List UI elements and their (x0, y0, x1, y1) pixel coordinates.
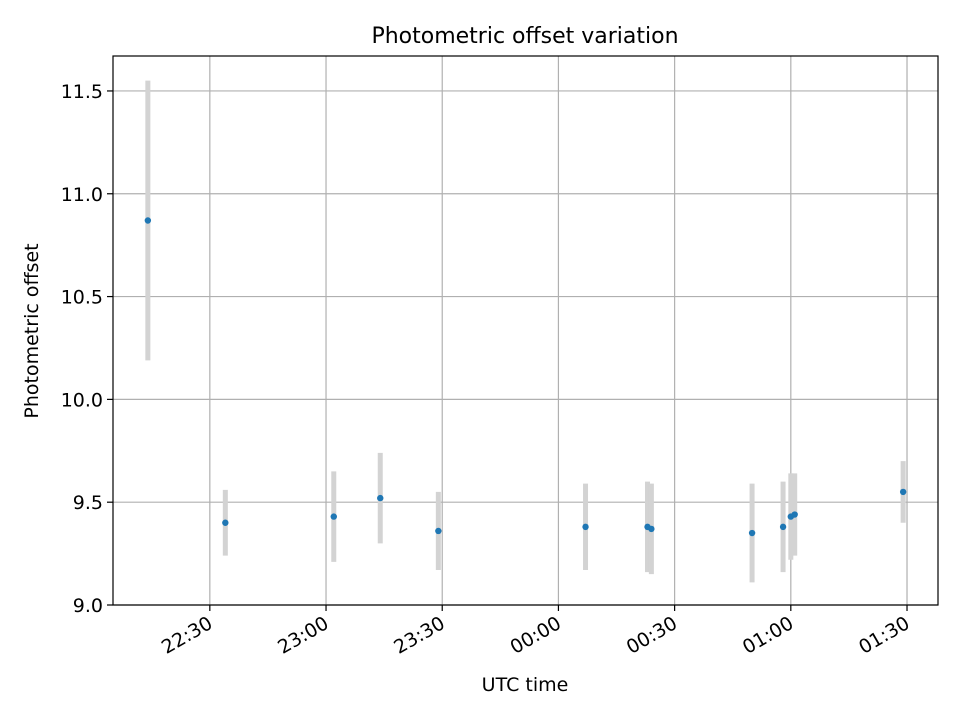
y-tick-label: 11.0 (61, 184, 103, 206)
data-point (648, 525, 655, 533)
x-axis-label: UTC time (482, 674, 569, 696)
grid (113, 56, 938, 606)
data-point (748, 529, 756, 537)
y-axis-ticks: 9.0 9.5 10.0 10.5 11.0 11.5 (61, 81, 113, 617)
plot-frame (112, 55, 939, 606)
data-point (330, 513, 337, 520)
data-point (791, 511, 798, 518)
y-tick-label: 10.5 (61, 287, 103, 309)
y-axis-label: Photometric offset (21, 243, 43, 418)
data-point (377, 494, 384, 502)
data-point (222, 519, 229, 526)
data-point (582, 523, 589, 531)
data-point (144, 217, 152, 224)
y-tick-label: 9.5 (73, 492, 103, 514)
data-points (144, 217, 907, 537)
chart-title: Photometric offset variation (371, 24, 678, 49)
y-tick-label: 11.5 (61, 81, 103, 103)
data-point (779, 523, 787, 531)
y-tick-label: 10.0 (61, 389, 103, 411)
data-point (435, 527, 442, 535)
data-point (899, 488, 907, 496)
y-tick-label: 9.0 (73, 595, 103, 617)
